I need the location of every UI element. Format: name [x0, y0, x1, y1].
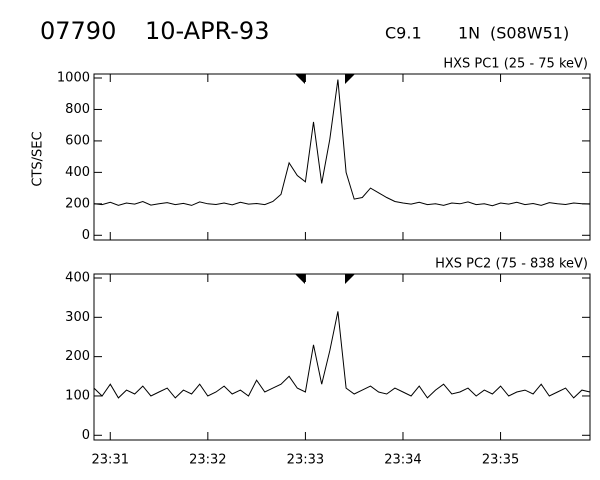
x-tick-label: 23:31	[92, 453, 129, 468]
x-tick-label: 23:34	[384, 453, 421, 468]
y-tick-label: 200	[65, 349, 90, 364]
plot-frame	[93, 73, 591, 241]
marker	[345, 74, 355, 84]
event-id: 07790	[40, 17, 116, 45]
data-line	[93, 79, 591, 207]
marker	[295, 74, 305, 84]
y-tick-label: 400	[65, 271, 90, 286]
x-tick-label: 23:35	[482, 453, 519, 468]
marker	[295, 274, 305, 284]
panel-title: HXS PC1 (25 - 75 keV)	[443, 57, 588, 72]
x-tick-label: 23:32	[189, 453, 226, 468]
plot-frame	[93, 273, 591, 441]
marker	[345, 274, 355, 284]
y-tick-label: 200	[65, 196, 90, 211]
y-axis-label: CTS/SEC	[31, 131, 46, 186]
y-tick-label: 600	[65, 133, 90, 148]
y-tick-label: 1000	[57, 71, 90, 86]
y-tick-label: 0	[82, 228, 90, 243]
panel-title: HXS PC2 (75 - 838 keV)	[435, 257, 588, 272]
y-tick-label: 300	[65, 310, 90, 325]
location: (S08W51)	[490, 24, 569, 43]
data-line	[93, 311, 591, 399]
x-tick-label: 23:33	[287, 453, 324, 468]
y-tick-label: 400	[65, 165, 90, 180]
y-tick-label: 100	[65, 388, 90, 403]
importance: 1N	[458, 24, 480, 43]
event-date: 10-APR-93	[145, 17, 269, 45]
flare-class: C9.1	[385, 24, 422, 43]
y-tick-label: 800	[65, 102, 90, 117]
y-tick-label: 0	[82, 428, 90, 443]
